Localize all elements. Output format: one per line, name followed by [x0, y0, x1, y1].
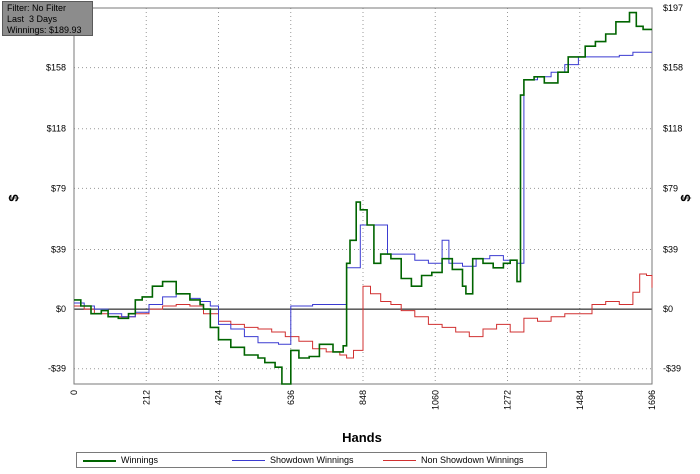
- legend-swatch-winnings: [83, 460, 116, 462]
- x-axis-label: Hands: [342, 430, 382, 445]
- series-line-non-showdown-winnings: [74, 273, 653, 359]
- y-tick-label-left: -$39: [48, 364, 66, 374]
- x-axis-ticks: 0 212 424 636 848 1060 1272 1484 1696: [69, 390, 657, 410]
- x-tick-label: 636: [286, 390, 296, 405]
- y-tick-label-left: $118: [47, 124, 66, 134]
- grid-lines: [74, 7, 652, 384]
- x-tick-label: 848: [358, 390, 368, 405]
- y-axis-left-ticks: -$39$0$39$79$118$158$197: [46, 3, 66, 374]
- legend-swatch-non-showdown: [383, 460, 416, 461]
- x-tick-label: 1696: [647, 390, 657, 410]
- series-line-winnings: [74, 11, 652, 385]
- y-axis-right-ticks: -$39 $0 $39 $79 $118 $158 $197: [663, 3, 683, 374]
- y-tick-label-right: $158: [663, 63, 683, 73]
- y-tick-label-right: $39: [663, 244, 678, 254]
- chart-legend: Winnings Showdown Winnings Non Showdown …: [76, 452, 547, 468]
- y-tick-label-left: $39: [51, 244, 66, 254]
- y-tick-label-right: $0: [663, 304, 673, 314]
- x-tick-label: 1484: [575, 390, 585, 410]
- y-tick-label-left: $0: [56, 304, 66, 314]
- y-axis-label-left: $: [6, 194, 21, 202]
- legend-label-showdown: Showdown Winnings: [270, 455, 354, 465]
- winnings-total-label: Winnings: $189.93: [7, 25, 82, 35]
- legend-label-non-showdown: Non Showdown Winnings: [421, 455, 524, 465]
- legend-swatch-showdown: [232, 460, 265, 461]
- y-tick-label-left: $158: [46, 63, 66, 73]
- x-tick-label: 1060: [430, 390, 440, 410]
- x-tick-label: 0: [69, 390, 79, 395]
- y-tick-label-right: $118: [663, 124, 682, 134]
- plot-frame: [73, 7, 653, 385]
- filter-info-box: Filter: No Filter Last 3 Days Winnings: …: [2, 1, 93, 36]
- x-tick-label: 1272: [503, 390, 513, 410]
- y-tick-label-right: -$39: [663, 364, 681, 374]
- legend-label-winnings: Winnings: [121, 455, 159, 465]
- x-tick-label: 212: [141, 390, 151, 405]
- period-label: Last 3 Days: [7, 14, 58, 24]
- filter-label: Filter: No Filter: [7, 3, 67, 13]
- x-tick-label: 424: [214, 390, 224, 405]
- y-tick-label-right: $197: [663, 3, 683, 13]
- y-axis-label-right: $: [678, 194, 693, 202]
- y-tick-label-left: $79: [51, 183, 66, 193]
- series-lines: [74, 11, 653, 385]
- y-tick-label-right: $79: [663, 183, 678, 193]
